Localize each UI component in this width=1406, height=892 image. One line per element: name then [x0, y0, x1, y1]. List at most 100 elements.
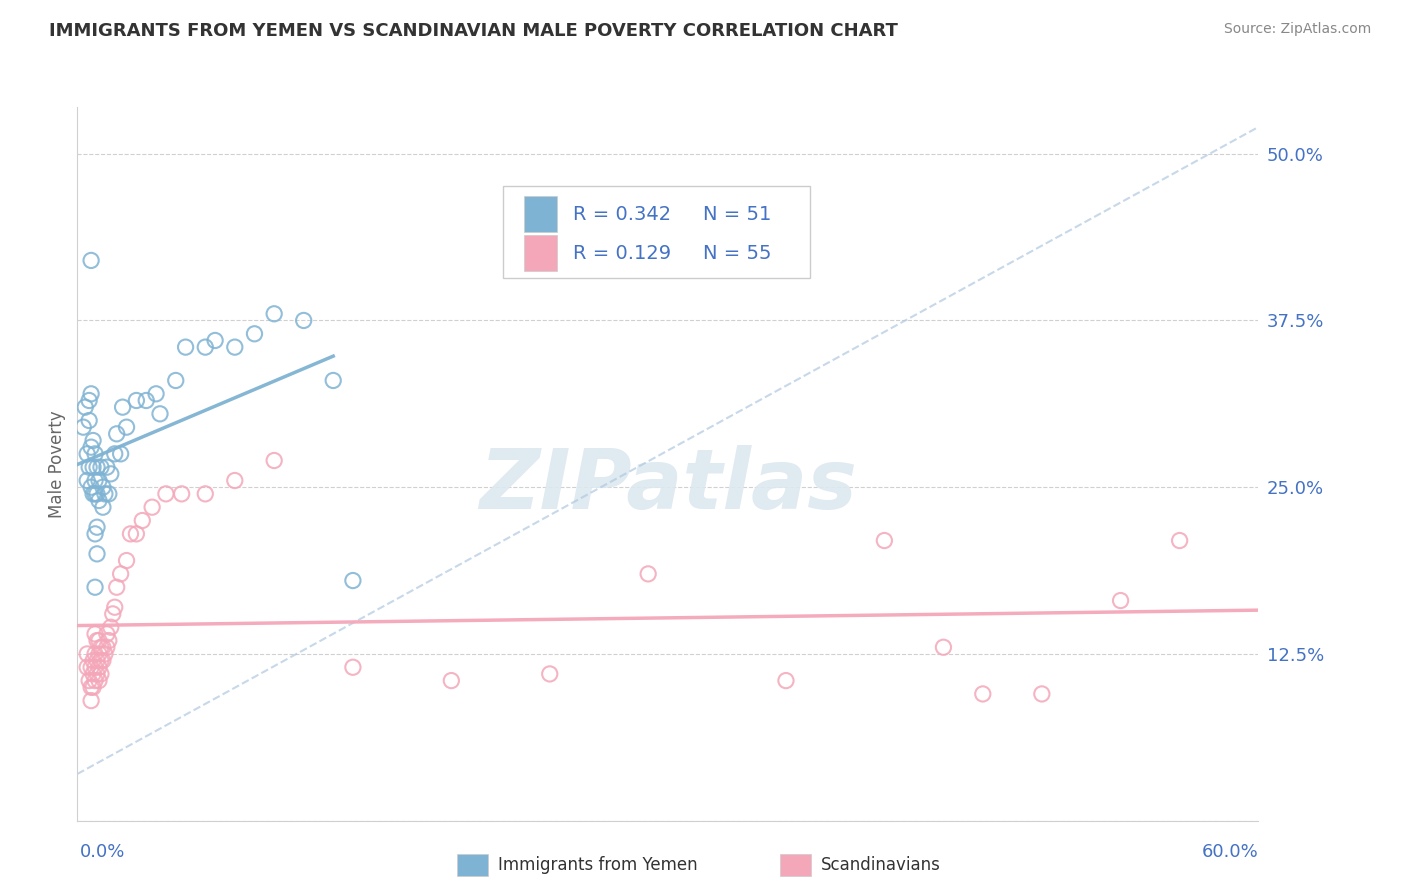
Point — [97, 487, 120, 501]
Point — [87, 474, 110, 488]
Point — [76, 447, 98, 461]
Point — [105, 580, 128, 594]
Point — [75, 400, 97, 414]
Point — [87, 493, 110, 508]
Text: N = 51: N = 51 — [703, 204, 772, 224]
Point — [170, 487, 193, 501]
FancyBboxPatch shape — [502, 186, 810, 278]
Point — [972, 687, 994, 701]
Text: 0.0%: 0.0% — [80, 843, 125, 861]
Point — [1109, 593, 1132, 607]
Point — [77, 393, 100, 408]
Point — [90, 667, 112, 681]
Point — [82, 667, 104, 681]
Point — [91, 654, 114, 668]
Bar — [524, 196, 557, 232]
Point — [224, 340, 246, 354]
Point — [80, 480, 103, 494]
Point — [1168, 533, 1191, 548]
Point — [141, 500, 163, 515]
Point — [174, 340, 197, 354]
Point — [87, 660, 110, 674]
Point — [82, 680, 104, 694]
Point — [72, 420, 94, 434]
Point — [135, 393, 157, 408]
Point — [76, 647, 98, 661]
Point — [76, 660, 98, 674]
Point — [538, 667, 561, 681]
Point — [87, 673, 110, 688]
Point — [165, 374, 187, 388]
Point — [91, 640, 114, 655]
Point — [155, 487, 177, 501]
Point — [120, 527, 142, 541]
Point — [873, 533, 896, 548]
Point — [86, 547, 108, 561]
Point — [263, 307, 285, 321]
Point — [131, 514, 153, 528]
Point — [94, 647, 117, 661]
Point — [97, 633, 120, 648]
Point — [342, 660, 364, 674]
Point — [84, 447, 107, 461]
Point — [263, 453, 285, 467]
Text: R = 0.342: R = 0.342 — [574, 204, 672, 224]
Point — [224, 474, 246, 488]
Point — [76, 474, 98, 488]
Point — [82, 434, 104, 448]
Point — [96, 460, 118, 475]
Point — [194, 340, 217, 354]
Point — [194, 487, 217, 501]
Point — [90, 640, 112, 655]
Point — [104, 447, 127, 461]
Point — [84, 627, 107, 641]
Point — [110, 447, 132, 461]
Point — [77, 460, 100, 475]
Point — [80, 253, 103, 268]
Point — [90, 654, 112, 668]
Point — [342, 574, 364, 588]
Point — [80, 660, 103, 674]
Point — [94, 487, 117, 501]
Point — [91, 500, 114, 515]
Point — [77, 413, 100, 427]
Point — [96, 640, 118, 655]
Text: Source: ZipAtlas.com: Source: ZipAtlas.com — [1223, 22, 1371, 37]
Point — [80, 680, 103, 694]
Point — [125, 393, 148, 408]
Point — [100, 467, 122, 481]
Point — [80, 440, 103, 454]
Point — [80, 693, 103, 707]
Point — [91, 480, 114, 494]
Point — [86, 633, 108, 648]
Point — [115, 420, 138, 434]
Text: 60.0%: 60.0% — [1202, 843, 1258, 861]
Point — [100, 620, 122, 634]
Point — [105, 426, 128, 441]
Point — [243, 326, 266, 341]
Point — [1031, 687, 1053, 701]
Bar — [524, 235, 557, 271]
Point — [149, 407, 172, 421]
Point — [84, 474, 107, 488]
Point — [125, 527, 148, 541]
Point — [292, 313, 315, 327]
Point — [90, 460, 112, 475]
Point — [110, 566, 132, 581]
Point — [84, 647, 107, 661]
Point — [637, 566, 659, 581]
Point — [87, 633, 110, 648]
Point — [84, 660, 107, 674]
Text: ZIPatlas: ZIPatlas — [479, 445, 856, 525]
Text: R = 0.129: R = 0.129 — [574, 244, 672, 263]
Point — [82, 654, 104, 668]
Point — [932, 640, 955, 655]
Point — [84, 673, 107, 688]
Point — [86, 654, 108, 668]
Point — [115, 553, 138, 567]
Point — [82, 460, 104, 475]
Point — [82, 487, 104, 501]
Text: N = 55: N = 55 — [703, 244, 772, 263]
Point — [86, 520, 108, 534]
Text: IMMIGRANTS FROM YEMEN VS SCANDINAVIAN MALE POVERTY CORRELATION CHART: IMMIGRANTS FROM YEMEN VS SCANDINAVIAN MA… — [49, 22, 898, 40]
